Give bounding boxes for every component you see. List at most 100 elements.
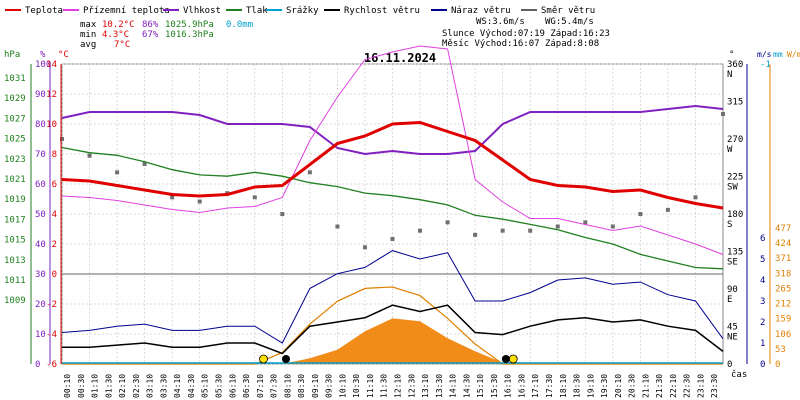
time-label: 17:10 bbox=[531, 374, 540, 398]
tick-label-wm: 53 bbox=[775, 345, 786, 355]
tick-label-wm: 159 bbox=[775, 315, 791, 325]
legend-label: Vlhkost bbox=[183, 6, 221, 16]
wind-direction-point bbox=[280, 212, 285, 216]
tick-label-deg: 90 bbox=[727, 285, 738, 295]
series-pressure bbox=[61, 146, 724, 270]
wind-direction-point bbox=[197, 199, 202, 204]
tick-label-wm: 424 bbox=[775, 239, 791, 249]
tick-label-ms: 0 bbox=[760, 360, 765, 370]
time-label: 01:10 bbox=[91, 374, 100, 398]
stats-panel: max 10.2°C 86% 1025.9hPa 0.0mm min 4.3°C… bbox=[80, 17, 610, 50]
time-label: 14:30 bbox=[462, 374, 471, 398]
sunset-icon bbox=[508, 354, 518, 364]
tick-label-hpa: 1023 bbox=[4, 155, 26, 165]
time-label: 02:30 bbox=[132, 374, 141, 398]
time-label: 07:10 bbox=[256, 374, 265, 398]
time-label: 00:30 bbox=[77, 374, 86, 398]
tick-label-ms: 2 bbox=[760, 318, 765, 328]
time-label: 12:10 bbox=[394, 374, 403, 398]
wind-direction-point bbox=[170, 195, 175, 200]
wind-direction-point bbox=[307, 170, 312, 175]
tick-label-deg: 225 bbox=[727, 173, 743, 183]
series-wind-speed bbox=[62, 304, 724, 355]
sunrise-icon bbox=[259, 354, 268, 364]
tick-label-pct: 10 bbox=[35, 330, 46, 340]
wind-direction-point bbox=[418, 228, 423, 233]
wind-direction-point bbox=[583, 220, 588, 225]
wind-direction-point bbox=[445, 220, 450, 225]
time-label: 03:30 bbox=[159, 374, 168, 398]
tick-label-c: 4 bbox=[52, 210, 57, 220]
wind-direction-point bbox=[362, 245, 367, 250]
tick-label-ms: 5 bbox=[760, 255, 765, 265]
time-label: 05:10 bbox=[201, 374, 210, 398]
tick-label-c: 12 bbox=[46, 90, 57, 100]
wind-direction-point bbox=[665, 207, 670, 212]
time-label: 10:10 bbox=[338, 374, 347, 398]
time-label: 23:10 bbox=[697, 374, 706, 398]
unit-hpa: hPa bbox=[4, 50, 20, 60]
tick-label-c: 8 bbox=[52, 150, 57, 160]
tick-label-hpa: 1031 bbox=[4, 74, 26, 84]
moonset-icon bbox=[282, 355, 291, 363]
time-label: 19:30 bbox=[600, 374, 609, 398]
time-label: 13:30 bbox=[435, 374, 444, 398]
wind-direction-point bbox=[610, 224, 615, 229]
stat-min-label: min bbox=[80, 30, 96, 40]
time-label: 04:10 bbox=[173, 374, 182, 398]
tick-label-dir: N bbox=[727, 70, 732, 80]
wind-direction-point bbox=[115, 170, 120, 175]
time-label: 23:30 bbox=[710, 374, 719, 398]
time-label: 20:30 bbox=[628, 374, 637, 398]
time-label: 18:10 bbox=[559, 374, 568, 398]
tick-label-deg: 270 bbox=[727, 135, 743, 145]
tick-label-deg: 180 bbox=[727, 210, 743, 220]
time-label: 20:10 bbox=[614, 374, 623, 398]
tick-label-wm: 371 bbox=[775, 254, 791, 264]
time-label: 01:30 bbox=[104, 374, 113, 398]
unit-c: °C bbox=[58, 50, 69, 60]
tick-label-c: 0 bbox=[52, 270, 57, 280]
tick-label-deg: 315 bbox=[727, 98, 743, 108]
series-humidity bbox=[61, 104, 724, 156]
time-label: 00:10 bbox=[63, 374, 72, 398]
tick-label-dir: E bbox=[727, 295, 732, 305]
stat-ws: WS:3.6m/s bbox=[476, 17, 525, 27]
legend-label: Srážky bbox=[286, 6, 319, 16]
time-label: 13:10 bbox=[421, 374, 430, 398]
tick-label-pct: 40 bbox=[35, 240, 46, 250]
stat-max-rain: 0.0mm bbox=[226, 20, 253, 30]
wind-direction-point bbox=[721, 112, 725, 116]
plot-area bbox=[60, 45, 725, 365]
time-label: 02:10 bbox=[118, 374, 127, 398]
series-gust bbox=[61, 250, 724, 344]
unit-deg: ° bbox=[729, 50, 734, 60]
stat-min-press: 1016.3hPa bbox=[165, 30, 214, 40]
tick-label-wm: 477 bbox=[775, 224, 791, 234]
tick-label-c: 14 bbox=[46, 60, 57, 70]
tick-label-ms: 3 bbox=[760, 297, 765, 307]
series-ground-temp bbox=[61, 45, 724, 255]
tick-label-dir: SW bbox=[727, 183, 738, 193]
time-label: 05:30 bbox=[215, 374, 224, 398]
tick-label-hpa: 1017 bbox=[4, 215, 26, 225]
time-label: 06:10 bbox=[228, 374, 237, 398]
stat-moon: Měsíc Východ:16:07 Západ:8:08 bbox=[442, 39, 599, 49]
tick-label-pct: 0 bbox=[35, 360, 40, 370]
wind-direction-point bbox=[87, 153, 92, 158]
wind-direction-point bbox=[555, 224, 560, 229]
tick-label-hpa: 1019 bbox=[4, 195, 26, 205]
time-label: 11:30 bbox=[380, 374, 389, 398]
time-label: 22:10 bbox=[669, 374, 678, 398]
time-label: 08:10 bbox=[283, 374, 292, 398]
wind-direction-point bbox=[60, 137, 64, 141]
tick-label-c: 10 bbox=[46, 120, 57, 130]
tick-label-hpa: 1021 bbox=[4, 175, 26, 185]
time-label: 11:10 bbox=[366, 374, 375, 398]
stat-max-label: max bbox=[80, 20, 97, 30]
wind-direction-point bbox=[142, 162, 147, 166]
wind-direction-point bbox=[335, 224, 340, 229]
time-label: 15:10 bbox=[476, 374, 485, 398]
tick-label-pct: 80 bbox=[35, 120, 46, 130]
time-label: 07:30 bbox=[270, 374, 279, 398]
